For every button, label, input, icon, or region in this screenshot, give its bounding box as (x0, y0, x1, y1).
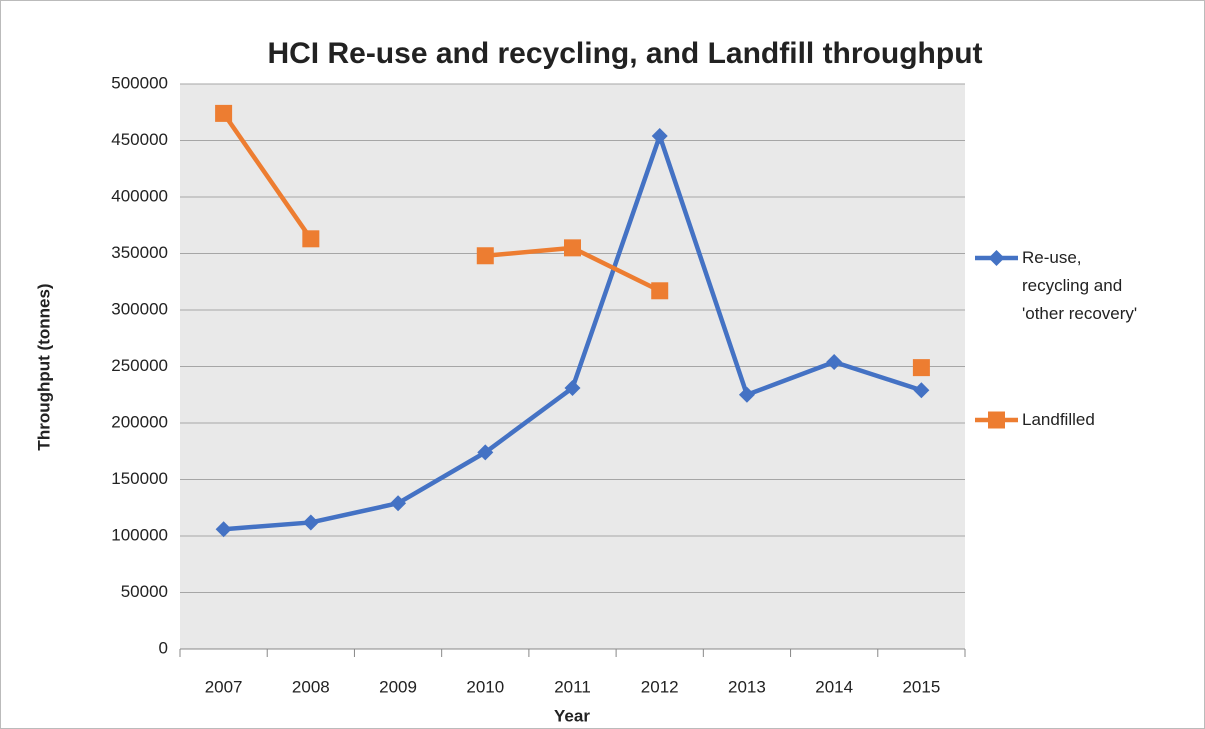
marker (564, 239, 581, 257)
marker (215, 104, 233, 122)
marker (302, 230, 320, 248)
legend-label: Re-use, recycling and 'other recovery' (1022, 248, 1138, 323)
marker (215, 521, 232, 538)
marker (564, 379, 581, 396)
y-tick-label: 500000 (111, 73, 168, 92)
x-tick-label: 2013 (728, 677, 766, 696)
y-tick-label: 150000 (111, 469, 168, 488)
x-tick-label: 2014 (815, 677, 853, 696)
y-tick-label: 350000 (111, 243, 168, 262)
marker (390, 495, 407, 512)
y-axis-label: Throughput (tonnes) (34, 283, 53, 450)
legend-label: Landfilled (1022, 410, 1095, 429)
marker (476, 247, 494, 265)
x-axis-label: Year (554, 706, 590, 725)
y-tick-label: 450000 (111, 130, 168, 149)
x-tick-label: 2015 (902, 677, 940, 696)
marker (988, 250, 1005, 266)
x-tick-label: 2010 (466, 677, 504, 696)
chart-title: HCI Re-use and recycling, and Landfill t… (267, 37, 982, 70)
y-tick-label: 250000 (111, 356, 168, 375)
marker (912, 359, 930, 377)
marker (913, 382, 930, 399)
y-tick-label: 50000 (121, 582, 168, 601)
x-tick-label: 2011 (554, 677, 591, 696)
x-tick-label: 2012 (641, 677, 679, 696)
y-tick-label: 200000 (111, 412, 168, 431)
marker (302, 514, 319, 531)
x-tick-label: 2008 (292, 677, 330, 696)
y-tick-label: 300000 (111, 299, 168, 318)
marker (477, 444, 494, 461)
marker (988, 411, 1005, 429)
marker (738, 386, 755, 403)
marker (826, 353, 843, 370)
x-tick-label: 2009 (379, 677, 417, 696)
y-tick-label: 400000 (111, 186, 168, 205)
marker (651, 282, 669, 300)
x-tick-label: 2007 (205, 677, 243, 696)
y-tick-label: 100000 (111, 525, 168, 544)
y-tick-label: 0 (159, 638, 168, 657)
marker (651, 127, 668, 144)
